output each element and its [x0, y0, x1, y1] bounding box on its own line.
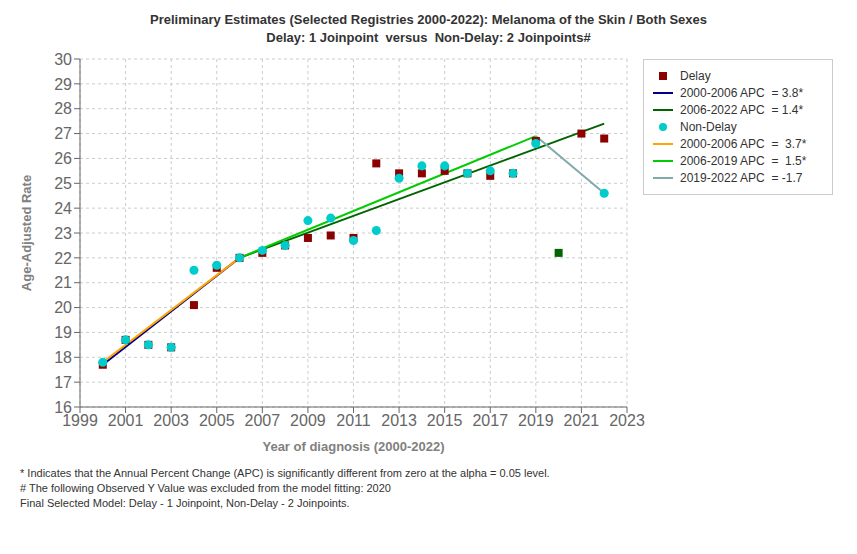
svg-text:23: 23 [54, 225, 72, 242]
svg-text:26: 26 [54, 150, 72, 167]
svg-text:2009: 2009 [290, 412, 326, 429]
svg-text:2011: 2011 [336, 412, 371, 429]
html-text:2006-2022 APC = 1.4*: 2006-2022 APC = 1.4* [680, 103, 804, 117]
html-text:Preliminary Estimates (Selecte: Preliminary Estimates (Selected Registri… [150, 12, 707, 27]
svg-text:17: 17 [54, 374, 72, 391]
html-text:2006-2019 APC = 1.5*: 2006-2019 APC = 1.5* [680, 154, 807, 168]
svg-text:19: 19 [54, 324, 72, 341]
svg-text:Age-Adjusted Rate: Age-Adjusted Rate [19, 175, 34, 291]
svg-text:2005: 2005 [199, 412, 235, 429]
svg-text:22: 22 [54, 250, 72, 267]
html-text:# The following Observed Y Val: # The following Observed Y Value was exc… [20, 482, 391, 494]
html-text:2000-2006 APC = 3.7*: 2000-2006 APC = 3.7* [680, 137, 807, 151]
html-text:Non-Delay: Non-Delay [680, 120, 737, 134]
svg-text:24: 24 [54, 200, 72, 217]
html-text:* Indicates that the Annual Pe: * Indicates that the Annual Percent Chan… [20, 467, 550, 479]
html-text:Delay: 1 Joinpoint versus Non-: Delay: 1 Joinpoint versus Non-Delay: 2 J… [266, 30, 591, 45]
svg-text:21: 21 [54, 274, 72, 291]
svg-text:30: 30 [54, 51, 72, 68]
svg-text:1999: 1999 [62, 412, 98, 430]
svg-text:2013: 2013 [381, 412, 417, 429]
svg-text:29: 29 [54, 76, 72, 93]
html-text:2000-2006 APC = 3.8*: 2000-2006 APC = 3.8* [680, 86, 804, 100]
svg-text:2023: 2023 [609, 412, 645, 429]
svg-text:2007: 2007 [245, 412, 281, 429]
html-text:Final Selected Model: Delay -: Final Selected Model: Delay - 1 Joinpoin… [20, 497, 350, 509]
svg-text:28: 28 [54, 100, 72, 117]
svg-text:2017: 2017 [472, 412, 508, 429]
html-text:Delay: Delay [680, 69, 711, 83]
svg-text:16: 16 [54, 399, 72, 416]
svg-text:18: 18 [54, 349, 72, 366]
html-text:2019-2022 APC = -1.7: 2019-2022 APC = -1.7 [680, 171, 803, 185]
svg-text:2015: 2015 [427, 412, 463, 429]
svg-text:2021: 2021 [564, 412, 600, 429]
svg-text:2001: 2001 [108, 412, 144, 429]
svg-text:2019: 2019 [518, 412, 554, 429]
svg-text:Year of diagnosis (2000-2022): Year of diagnosis (2000-2022) [262, 439, 444, 454]
svg-text:20: 20 [54, 299, 72, 316]
svg-text:2003: 2003 [153, 412, 189, 429]
svg-text:27: 27 [54, 125, 72, 142]
svg-text:25: 25 [54, 175, 72, 192]
